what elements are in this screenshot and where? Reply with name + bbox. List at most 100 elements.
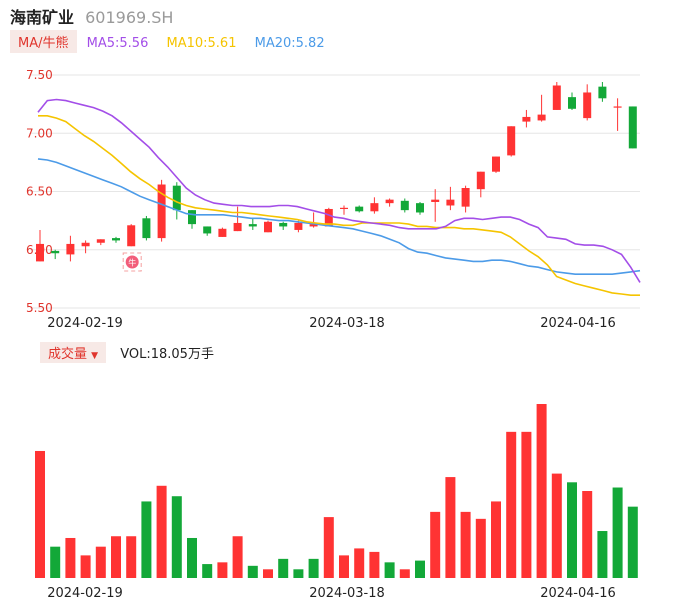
stock-header: 海南矿业 601969.SH — [10, 4, 173, 28]
candle — [81, 240, 90, 254]
candle-body — [507, 126, 516, 156]
volume-indicator-toggle[interactable]: 成交量 ▼ — [40, 342, 107, 363]
volume-bar — [293, 569, 304, 578]
candle-body — [36, 243, 44, 262]
price-date-label: 2024-02-19 — [47, 316, 123, 331]
volume-bar — [80, 555, 91, 578]
candle — [142, 215, 151, 241]
candle-body — [309, 224, 318, 227]
candle — [537, 94, 546, 122]
candle — [340, 205, 348, 215]
candle — [203, 226, 212, 236]
candle — [568, 92, 576, 110]
candle-body — [385, 199, 394, 204]
volume-date-label: 2024-03-18 — [309, 586, 385, 601]
candle-body — [233, 222, 242, 232]
ma20-value: MA20:5.82 — [254, 36, 325, 51]
candle — [400, 198, 409, 213]
volume-bar — [491, 501, 501, 578]
bull-badge-icon: 牛 — [122, 252, 142, 272]
candle-body — [218, 228, 227, 237]
candle — [96, 239, 105, 246]
volume-bar — [141, 501, 152, 578]
candle — [492, 156, 500, 173]
volume-bar — [354, 548, 365, 578]
candle-body — [522, 116, 531, 122]
volume-bar — [95, 546, 106, 578]
volume-bar — [263, 569, 273, 578]
volume-bar — [506, 431, 517, 578]
volume-bar — [171, 496, 182, 578]
volume-bar — [65, 537, 76, 578]
candle-body — [157, 184, 166, 239]
candle — [309, 212, 318, 228]
candle-body — [431, 199, 440, 202]
candle-body — [355, 206, 364, 212]
candle — [552, 81, 561, 110]
candle-body — [583, 92, 592, 119]
price-tick-label: 7.00 — [26, 126, 53, 140]
candle — [370, 197, 379, 214]
volume-bar — [217, 562, 228, 578]
ma-indicator-toggle[interactable]: MA/牛熊 — [10, 30, 77, 53]
price-date-label: 2024-03-18 — [309, 316, 385, 331]
candle — [416, 201, 424, 215]
chevron-down-icon: ▼ — [91, 351, 99, 361]
candle — [233, 206, 242, 232]
candle-body — [96, 239, 105, 243]
volume-bar — [202, 564, 213, 578]
volume-bar — [369, 551, 380, 578]
price-tick-label: 5.50 — [26, 301, 53, 315]
volume-bar — [111, 536, 121, 578]
price-date-label: 2024-04-16 — [540, 316, 616, 331]
volume-bar — [521, 431, 532, 578]
candle-body — [279, 222, 288, 227]
candle — [66, 235, 75, 262]
volume-bar — [475, 518, 486, 578]
candle-body — [81, 242, 90, 247]
ma10-value: MA10:5.61 — [166, 36, 237, 51]
candle-body — [400, 200, 409, 211]
volume-bar — [247, 565, 258, 578]
volume-bar — [415, 560, 425, 578]
volume-bar — [536, 404, 547, 578]
candle — [127, 224, 136, 247]
candle-body — [112, 238, 120, 241]
candle-body — [172, 185, 181, 211]
volume-toggle-label: 成交量 — [48, 347, 88, 362]
candle — [188, 210, 196, 229]
volume-bar — [126, 536, 137, 578]
candle-body — [264, 221, 272, 233]
volume-bar — [582, 491, 593, 578]
candle — [172, 182, 181, 220]
price-tick-label: 7.50 — [26, 68, 53, 82]
ma-legend: MA/牛熊 MA5:5.56 MA10:5.61 MA20:5.82 — [10, 30, 339, 53]
candle — [248, 218, 257, 230]
candle — [598, 81, 607, 102]
volume-bar — [627, 506, 638, 578]
candle-body — [446, 199, 455, 206]
candle — [385, 198, 394, 207]
candle-body — [552, 85, 561, 110]
candle-body — [248, 224, 257, 227]
volume-bar — [323, 517, 334, 578]
volume-bar — [187, 537, 197, 578]
candle-body — [476, 171, 485, 190]
volume-value: VOL:18.05万手 — [120, 347, 214, 362]
candle-body — [568, 97, 576, 109]
candle — [157, 179, 166, 242]
volume-date-label: 2024-02-19 — [47, 586, 123, 601]
candle-body — [461, 188, 470, 207]
candle-body — [416, 203, 424, 213]
bull-badge-frame — [122, 252, 142, 272]
bull-badge-dot — [125, 255, 139, 269]
volume-bar — [612, 487, 623, 578]
candle-body — [598, 86, 607, 99]
volume-bar — [35, 450, 45, 578]
candle-body — [340, 207, 348, 210]
candle — [36, 229, 44, 262]
ma5-value: MA5:5.56 — [86, 36, 149, 51]
candle-body — [51, 250, 60, 254]
volume-bar — [597, 531, 608, 578]
